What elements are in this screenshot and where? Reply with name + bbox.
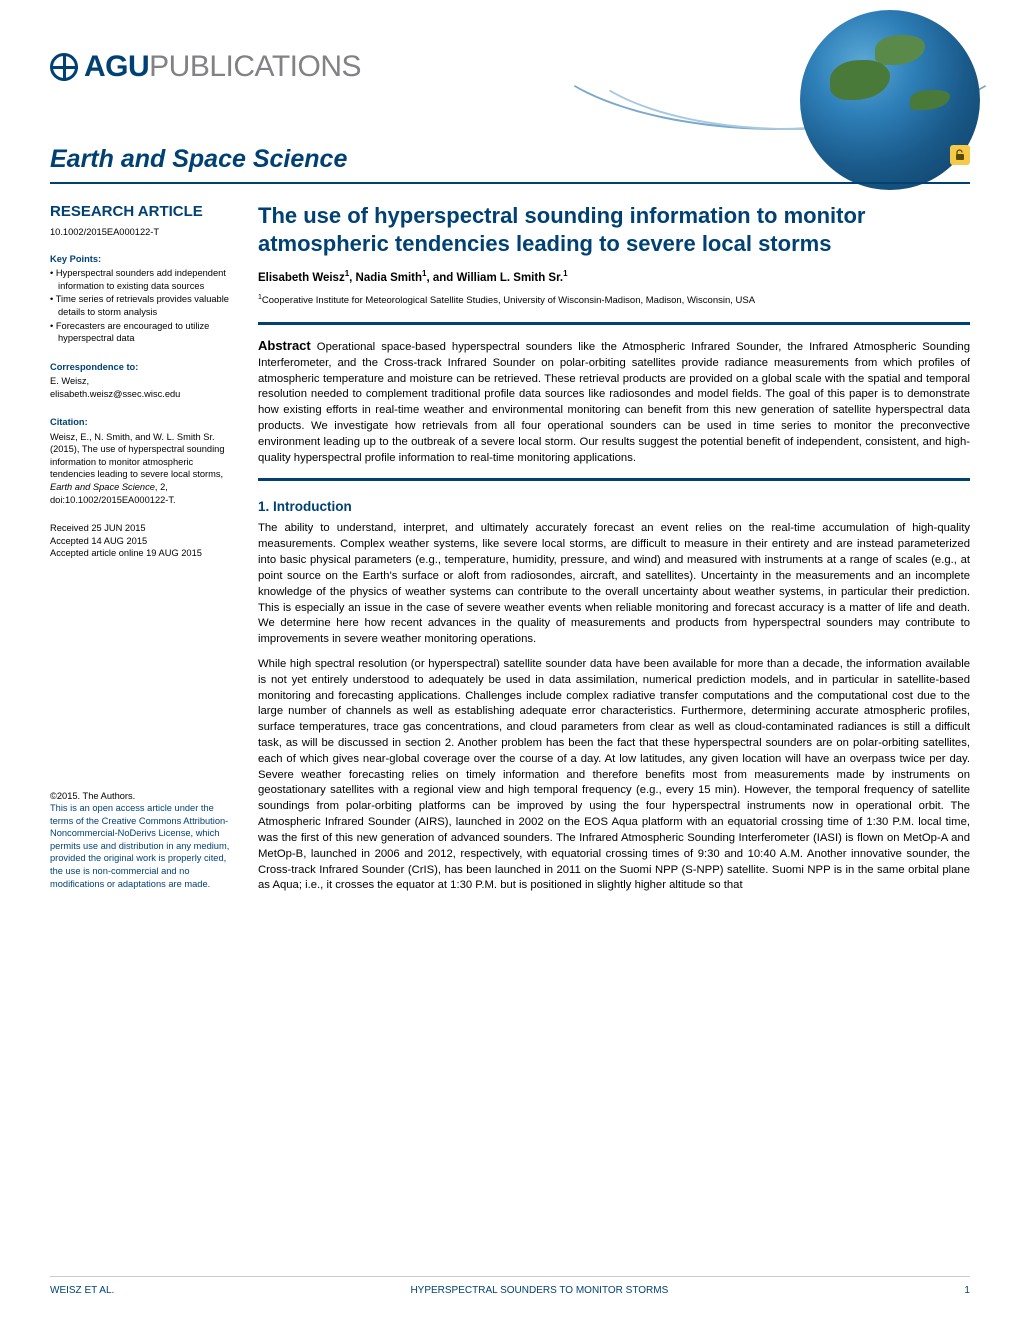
main-column: The use of hyperspectral sounding inform… (258, 202, 970, 906)
affiliation: 1Cooperative Institute for Meteorologica… (258, 294, 970, 306)
journal-title-bar: Earth and Space Science (50, 145, 970, 184)
header: AGUPUBLICATIONS (50, 50, 970, 145)
body-paragraph: While high spectral resolution (or hyper… (258, 657, 970, 894)
correspondence-block: Correspondence to: E. Weisz, elisabeth.w… (50, 361, 230, 401)
key-points-list: Hyperspectral sounders add independent i… (50, 267, 230, 344)
authors: Elisabeth Weisz1, Nadia Smith1, and Will… (258, 269, 970, 284)
license-block: ©2015. The Authors. This is an open acce… (50, 790, 230, 890)
open-access-icon (950, 145, 970, 165)
key-point: Forecasters are encouraged to utilize hy… (50, 320, 230, 345)
correspondence-name: E. Weisz, (50, 375, 230, 388)
copyright: ©2015. The Authors. (50, 790, 230, 803)
page-footer: WEISZ ET AL. HYPERSPECTRAL SOUNDERS TO M… (50, 1276, 970, 1296)
citation-text: Weisz, E., N. Smith, and W. L. Smith Sr.… (50, 431, 230, 506)
sidebar: RESEARCH ARTICLE 10.1002/2015EA000122-T … (50, 202, 230, 906)
body-paragraph: The ability to understand, interpret, an… (258, 521, 970, 648)
earth-decoration (590, 50, 970, 145)
key-point: Hyperspectral sounders add independent i… (50, 267, 230, 292)
citation-block: Citation: Weisz, E., N. Smith, and W. L.… (50, 416, 230, 506)
doi: 10.1002/2015EA000122-T (50, 226, 230, 239)
abstract-box: Abstract Operational space-based hypersp… (258, 322, 970, 482)
dates-block: Received 25 JUN 2015 Accepted 14 AUG 201… (50, 522, 230, 560)
key-points-block: Key Points: Hyperspectral sounders add i… (50, 253, 230, 345)
footer-running-title: HYPERSPECTRAL SOUNDERS TO MONITOR STORMS (410, 1285, 668, 1296)
abstract-text: Operational space-based hyperspectral so… (258, 341, 970, 464)
article-type: RESEARCH ARTICLE (50, 202, 230, 222)
logo-light: PUBLICATIONS (149, 50, 361, 83)
section-heading: 1. Introduction (258, 499, 970, 514)
key-point: Time series of retrievals provides valua… (50, 293, 230, 318)
correspondence-email: elisabeth.weisz@ssec.wisc.edu (50, 388, 230, 401)
citation-label: Citation: (50, 416, 230, 429)
page-number: 1 (964, 1285, 970, 1296)
key-points-label: Key Points: (50, 253, 230, 266)
correspondence-label: Correspondence to: (50, 361, 230, 374)
date-online: Accepted article online 19 AUG 2015 (50, 547, 230, 560)
agu-symbol-icon (50, 53, 78, 81)
date-accepted: Accepted 14 AUG 2015 (50, 535, 230, 548)
abstract-label: Abstract (258, 338, 311, 353)
license-text: This is an open access article under the… (50, 802, 230, 890)
footer-authors: WEISZ ET AL. (50, 1285, 114, 1296)
date-received: Received 25 JUN 2015 (50, 522, 230, 535)
logo-bold: AGU (84, 50, 149, 83)
article-title: The use of hyperspectral sounding inform… (258, 202, 970, 257)
journal-title: Earth and Space Science (50, 145, 347, 173)
